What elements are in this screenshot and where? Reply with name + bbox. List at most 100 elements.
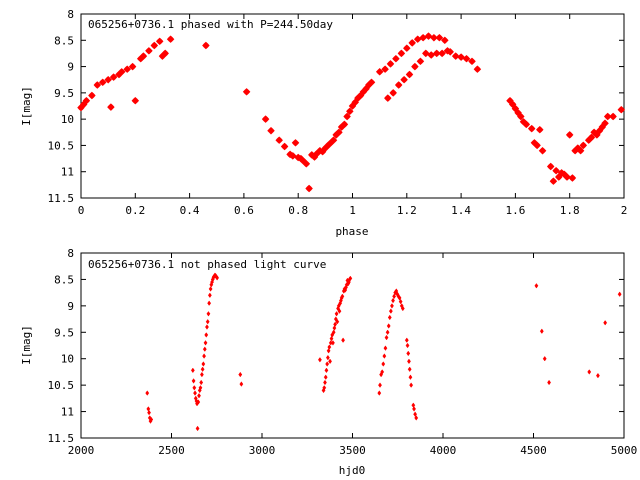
bottom-data-point [149, 416, 154, 423]
top-data-point [375, 68, 384, 76]
top-y-axis-label: I[mag] [20, 86, 33, 126]
top-y-tick-label: 8 [67, 8, 74, 21]
bottom-data-point [207, 292, 212, 299]
top-data-point [242, 88, 251, 96]
bottom-data-point [387, 314, 392, 321]
top-x-tick-label: 2 [621, 204, 628, 217]
bottom-data-point [325, 361, 330, 367]
bottom-data-point [388, 308, 393, 314]
top-data-point [340, 120, 349, 129]
bottom-data-point [332, 325, 337, 331]
top-x-tick-label: 1 [349, 204, 356, 217]
top-data-point [568, 174, 577, 182]
bottom-data-point [324, 367, 329, 374]
bottom-x-tick-label: 4500 [520, 444, 547, 457]
top-data-point [432, 49, 441, 58]
top-data-point [424, 32, 433, 40]
bottom-data-point [390, 303, 394, 309]
top-data-point [389, 89, 397, 97]
bottom-tick-group: 2000 2500 3000 3500 4000 4500 5000 8 8.5 9 9.5 10 10… [48, 247, 638, 457]
top-data-point [408, 39, 416, 47]
top-data-point [128, 62, 137, 71]
bottom-x-tick-label: 3000 [249, 444, 276, 457]
bottom-data-point [191, 378, 196, 384]
top-data-point [468, 57, 476, 66]
bottom-data-point [398, 298, 403, 305]
top-data-point [552, 166, 560, 175]
top-x-tick-label: 1.6 [505, 204, 525, 217]
top-data-point [601, 119, 609, 128]
bottom-y-axis-label: I[mag] [20, 325, 33, 365]
top-data-point [397, 49, 406, 58]
bottom-data-point [547, 379, 551, 386]
bottom-data-point [199, 371, 204, 378]
top-y-tick-label: 11.5 [48, 192, 75, 205]
bottom-data-point [334, 311, 339, 317]
top-data-point [343, 112, 351, 121]
bottom-data-point [539, 328, 544, 334]
bottom-data-point [406, 350, 411, 357]
bottom-data-point [337, 308, 342, 314]
bottom-data-point [331, 340, 335, 346]
bottom-data-point [381, 361, 386, 367]
top-y-tick-label: 8.5 [54, 34, 74, 47]
top-data-point [517, 112, 525, 121]
bottom-data-point [200, 366, 205, 373]
top-data-point [427, 51, 435, 59]
bottom-x-tick-label: 5000 [611, 444, 638, 457]
bottom-data-point [596, 372, 600, 379]
bottom-data-point [542, 355, 547, 362]
top-data-point [549, 177, 558, 185]
bottom-data-point [341, 337, 346, 343]
bottom-data-point [327, 344, 332, 350]
bottom-y-tick-label: 10 [61, 353, 74, 366]
top-data-point [98, 78, 107, 87]
bottom-data-point [199, 379, 204, 386]
bottom-data-point [392, 293, 397, 300]
bottom-chart-title: 065256+0736.1 not phased light curve [88, 258, 326, 271]
bottom-data-point [408, 374, 413, 380]
bottom-data-point [378, 382, 382, 388]
top-x-tick-label: 0.8 [288, 204, 308, 217]
bottom-data-point [190, 367, 195, 374]
top-data-point [109, 73, 118, 81]
top-data-point [329, 136, 338, 144]
bottom-data-point [207, 300, 212, 306]
top-data-point [451, 52, 460, 60]
bottom-y-tick-label: 9 [67, 300, 74, 313]
bottom-data-point [203, 340, 208, 346]
bottom-data-point [383, 345, 388, 351]
top-data-point [587, 133, 596, 142]
top-data-point [400, 75, 408, 84]
bottom-data-point [202, 353, 206, 359]
top-data-point [82, 96, 91, 105]
bottom-data-point [322, 385, 327, 391]
top-data-point [93, 81, 102, 89]
bottom-x-tick-label: 2500 [158, 444, 185, 457]
top-series-points [77, 32, 626, 193]
top-data-point [139, 52, 148, 60]
bottom-data-point [412, 406, 416, 412]
top-data-point [563, 173, 571, 181]
top-data-point [166, 35, 175, 43]
top-data-point [161, 49, 169, 58]
bottom-y-tick-label: 8 [67, 247, 74, 260]
bottom-data-point [323, 374, 328, 380]
bottom-data-point [404, 337, 409, 343]
bottom-data-point [238, 371, 243, 378]
top-data-point [403, 44, 411, 52]
bottom-data-point [407, 358, 411, 365]
top-x-tick-label: 1.8 [560, 204, 580, 217]
bottom-data-point [413, 411, 418, 417]
top-data-point [473, 65, 482, 73]
top-data-point [145, 47, 153, 55]
bottom-data-point [384, 334, 389, 341]
bottom-data-point [318, 357, 322, 363]
top-y-tick-label: 10.5 [48, 139, 75, 152]
top-data-point [441, 36, 449, 45]
bottom-data-point [380, 369, 385, 375]
bottom-data-point [145, 390, 150, 396]
bottom-data-point [405, 342, 410, 349]
bottom-x-tick-label: 4000 [430, 444, 457, 457]
